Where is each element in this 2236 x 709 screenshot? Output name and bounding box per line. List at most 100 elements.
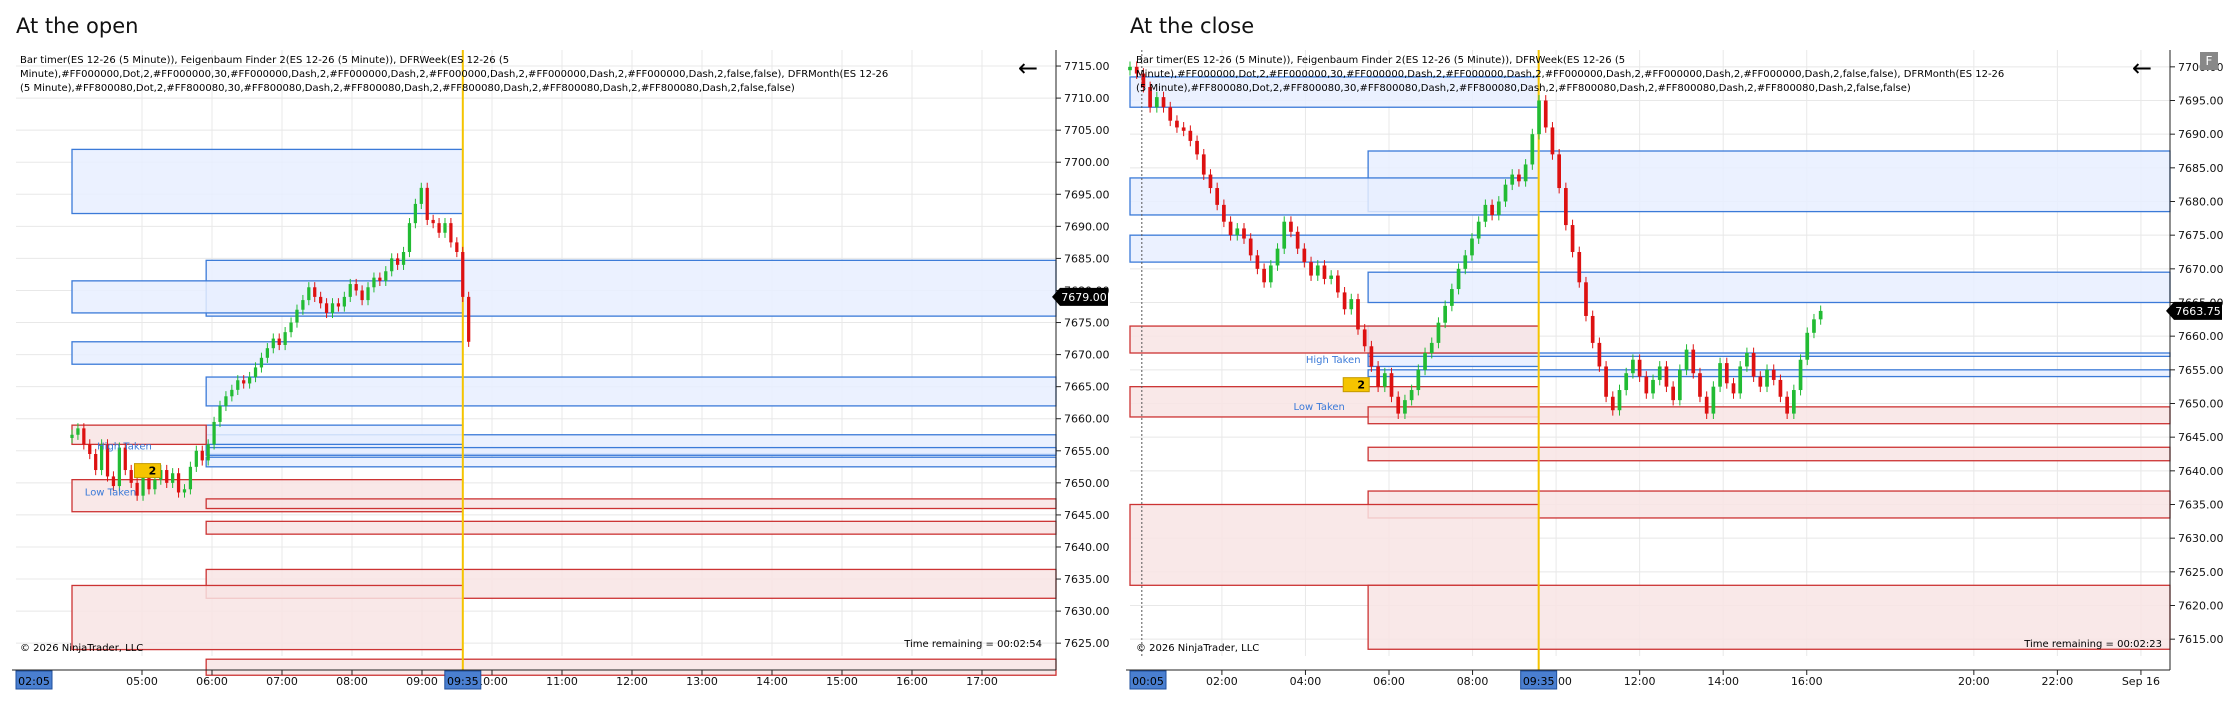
candle-body bbox=[271, 338, 275, 349]
candle-body bbox=[390, 258, 394, 272]
candle-body bbox=[1389, 373, 1394, 397]
candle-body bbox=[182, 489, 187, 493]
candle-body bbox=[1295, 231, 1300, 249]
candle-body bbox=[212, 421, 216, 445]
candle-body bbox=[372, 277, 376, 288]
indicator-list-open: Bar timer(ES 12-26 (5 Minute)), Feigenba… bbox=[20, 55, 889, 94]
candle-body bbox=[1523, 164, 1528, 182]
x-tick-label: 16:00 bbox=[1791, 675, 1823, 688]
candle-body bbox=[1396, 396, 1401, 414]
supply-zone-blue bbox=[71, 148, 464, 215]
x-tick-label: 11:00 bbox=[546, 675, 578, 688]
candle-body bbox=[1537, 100, 1541, 135]
candle-body bbox=[1329, 275, 1334, 279]
time-marker-label: 09:36 bbox=[1132, 675, 1164, 688]
candle-body bbox=[1429, 342, 1434, 353]
x-tick-label: 14:00 bbox=[756, 675, 788, 688]
demand-zone-red bbox=[1367, 406, 2171, 425]
candle-body bbox=[1161, 97, 1166, 108]
candle-body bbox=[1617, 390, 1622, 411]
high-taken-label: High Taken bbox=[1306, 355, 1361, 366]
candle-body bbox=[1557, 154, 1561, 189]
candle-body bbox=[283, 332, 287, 345]
candle-body bbox=[70, 434, 74, 438]
supply-zone-blue bbox=[71, 280, 464, 314]
demand-zone-red bbox=[1129, 386, 1540, 418]
candle-body bbox=[1416, 369, 1421, 391]
y-tick-label: 7675.00 bbox=[2178, 229, 2224, 242]
candle-body bbox=[1362, 329, 1367, 347]
candle-body bbox=[342, 296, 346, 307]
candle-body bbox=[88, 444, 92, 454]
candle-body bbox=[1168, 107, 1173, 121]
candle-body bbox=[1215, 188, 1220, 205]
candle-body bbox=[431, 219, 435, 224]
candle-body bbox=[171, 473, 175, 483]
candle-body bbox=[1128, 66, 1132, 71]
session-marker-label: 09:35 bbox=[447, 675, 479, 688]
supply-zone-blue bbox=[1367, 352, 2171, 358]
low-taken-label: Low Taken bbox=[1294, 402, 1345, 413]
candle-body bbox=[1610, 396, 1615, 411]
candle-body bbox=[1550, 127, 1555, 155]
candle-body bbox=[384, 271, 388, 281]
arrow-left-icon[interactable]: ← bbox=[1018, 54, 1039, 82]
supply-zone-blue bbox=[205, 446, 1057, 456]
candle-body bbox=[1724, 363, 1729, 384]
supply-zone-blue bbox=[1129, 234, 1540, 263]
y-tick-label: 7645.00 bbox=[1064, 509, 1110, 522]
candle-body bbox=[449, 223, 453, 243]
candle-body bbox=[1738, 366, 1743, 394]
candle-body bbox=[1503, 184, 1508, 202]
candle-body bbox=[1530, 134, 1535, 165]
demand-zone-red bbox=[205, 498, 1057, 510]
y-tick-label: 7650.00 bbox=[1064, 477, 1110, 490]
x-tick-label: Sep 16 bbox=[2122, 675, 2160, 688]
x-tick-label: 12:00 bbox=[616, 675, 648, 688]
candle-body bbox=[1154, 97, 1159, 108]
candle-body bbox=[1470, 238, 1474, 256]
candle-body bbox=[366, 287, 370, 301]
x-tick-label: 06:00 bbox=[196, 675, 228, 688]
supply-zone-blue bbox=[205, 456, 1057, 468]
time-remaining-open: Time remaining = 00:02:54 bbox=[904, 639, 1042, 650]
candle-body bbox=[1403, 400, 1407, 414]
candle-body bbox=[242, 380, 246, 384]
candle-body bbox=[1805, 332, 1810, 360]
candle-body bbox=[1798, 359, 1803, 391]
demand-zone-red bbox=[1367, 446, 2171, 462]
candle-body bbox=[1718, 363, 1722, 387]
panel-title-open: At the open bbox=[16, 14, 139, 38]
candle-body bbox=[123, 447, 127, 471]
candle-body bbox=[360, 290, 364, 301]
candle-body bbox=[1228, 221, 1233, 236]
candle-body bbox=[259, 357, 264, 368]
session-marker-label: 09:35 bbox=[1523, 675, 1555, 688]
supply-zone-blue bbox=[1367, 271, 2171, 304]
y-tick-label: 7660.00 bbox=[2178, 330, 2224, 343]
y-tick-label: 7640.00 bbox=[2178, 465, 2224, 478]
y-tick-label: 7655.00 bbox=[1064, 445, 1110, 458]
badge-box bbox=[1342, 377, 1370, 393]
y-tick-label: 7670.00 bbox=[2178, 263, 2224, 276]
candle-body bbox=[1268, 265, 1273, 283]
demand-zone-red bbox=[1129, 503, 1540, 586]
candle-body bbox=[1195, 140, 1199, 155]
arrow-left-icon[interactable]: ← bbox=[2132, 54, 2153, 82]
session-marker-box bbox=[444, 670, 482, 690]
current-price-marker bbox=[2166, 301, 2222, 320]
x-tick-label: 08:00 bbox=[1457, 675, 1489, 688]
corner-f-button[interactable]: F bbox=[2200, 52, 2218, 70]
high-taken-label: High Taken bbox=[97, 442, 152, 453]
candle-body bbox=[324, 303, 329, 313]
y-tick-label: 7715.00 bbox=[1064, 60, 1110, 73]
candle-body bbox=[1463, 255, 1468, 269]
candle-body bbox=[1409, 390, 1414, 401]
candle-body bbox=[1436, 322, 1441, 343]
chart-open[interactable]: High Taken Low Taken 2 7715.00 7710.00 7705.0… bbox=[0, 0, 1110, 709]
x-tick-label: 14:00 bbox=[1707, 675, 1739, 688]
x-tick-label: 09:00 bbox=[406, 675, 438, 688]
candle-body bbox=[401, 252, 406, 265]
candle-body bbox=[99, 444, 104, 471]
x-tick-label: 20:00 bbox=[1958, 675, 1990, 688]
